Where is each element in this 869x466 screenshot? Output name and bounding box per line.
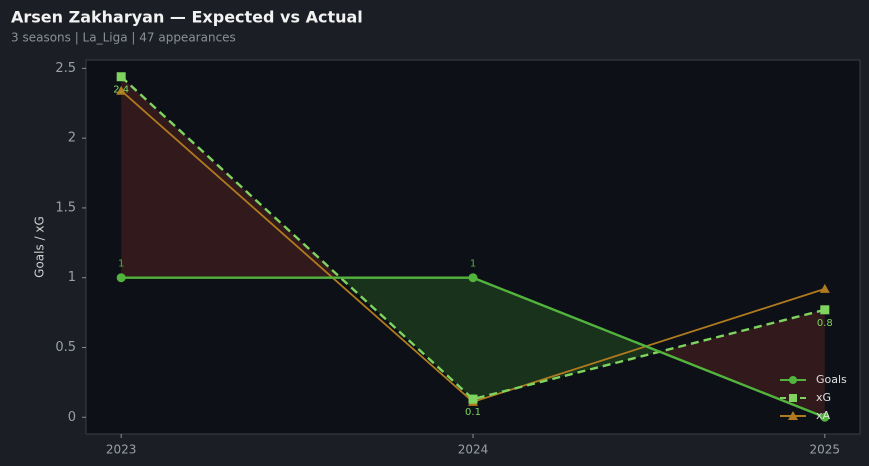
difference-area: [473, 277, 660, 400]
data-point: [820, 305, 830, 315]
y-tick-label: 2.5: [55, 61, 76, 76]
data-point: [116, 273, 126, 283]
y-tick-label: 2: [68, 131, 76, 146]
data-point: [820, 412, 830, 422]
data-point: [819, 283, 830, 293]
value-label: 2.4: [113, 85, 129, 96]
x-tick-label: 2023: [106, 443, 137, 457]
difference-area: [659, 309, 825, 418]
y-axis-label: Goals / xG: [33, 216, 47, 278]
y-tick-label: 1.5: [55, 200, 76, 215]
y-tick-label: 0.5: [55, 340, 76, 355]
data-point: [468, 394, 478, 404]
legend-marker: [789, 376, 797, 384]
x-tick-label: 2025: [810, 443, 841, 457]
value-label: 0.8: [817, 318, 833, 329]
y-tick-label: 1: [68, 270, 76, 285]
data-point: [116, 85, 127, 95]
legend-label: xA: [816, 409, 831, 422]
value-label: 0.1: [465, 407, 481, 418]
data-point: [116, 72, 126, 82]
legend-marker: [788, 411, 798, 420]
value-label: 1: [118, 259, 124, 270]
x-tick-label: 2024: [458, 443, 489, 457]
legend-label: xG: [816, 391, 831, 404]
chart-subtitle: 3 seasons | La_Liga | 47 appearances: [11, 31, 236, 45]
chart-title: Arsen Zakharyan — Expected vs Actual: [11, 8, 363, 27]
value-label: 1: [470, 259, 476, 270]
data-point: [468, 273, 478, 283]
legend-label: Goals: [816, 373, 847, 386]
legend-marker: [789, 394, 797, 402]
series-line: [120, 75, 826, 401]
y-tick-label: 0: [68, 410, 76, 425]
